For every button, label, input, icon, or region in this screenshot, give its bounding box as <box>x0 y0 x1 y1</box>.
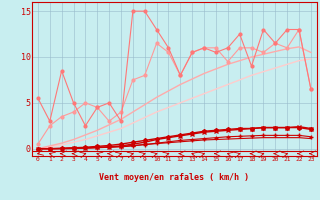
X-axis label: Vent moyen/en rafales ( km/h ): Vent moyen/en rafales ( km/h ) <box>100 174 249 182</box>
